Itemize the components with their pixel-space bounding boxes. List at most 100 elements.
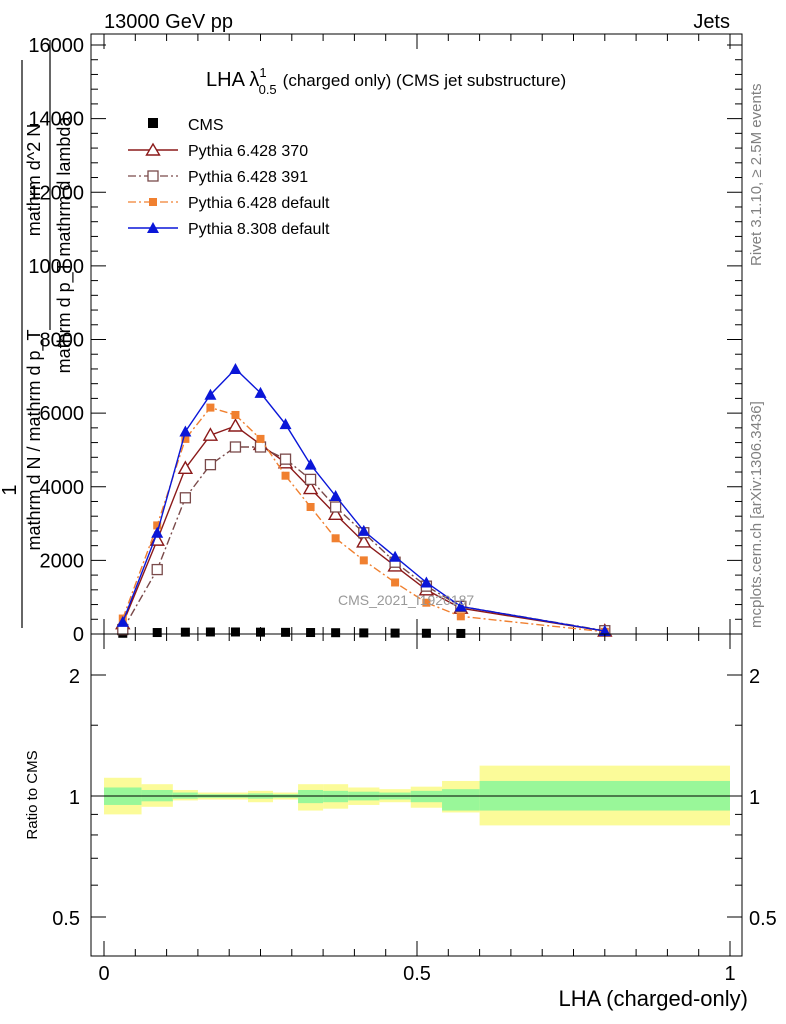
data-point-p370	[356, 534, 372, 548]
ratio-ytick-label: 0.5	[52, 908, 80, 930]
data-point-p370	[202, 427, 219, 441]
legend-marker-p370	[145, 142, 161, 156]
data-point-cms	[256, 627, 265, 637]
data-point-p391	[229, 441, 242, 453]
data-point-p6def	[391, 578, 400, 587]
ratio-ytick-label: 1	[69, 787, 80, 809]
ratio-xtick-label: 0	[98, 963, 109, 985]
legend: CMS Pythia 6.428 370 Pythia 6.428 391 Py…	[128, 117, 330, 238]
y-axis-label-numerator-2: mathrm d^2 N	[24, 124, 44, 236]
data-point-p391	[179, 492, 192, 504]
plot-title-main: LHA λ	[206, 69, 259, 91]
ratio-band-inner	[442, 789, 480, 811]
data-point-p8	[254, 386, 267, 398]
data-point-p6def	[281, 471, 290, 480]
data-point-p8	[204, 388, 217, 400]
data-point-cms	[390, 628, 400, 638]
x-axis-label: LHA (charged-only)	[558, 986, 748, 1011]
data-point-cms	[359, 628, 369, 638]
rivet-version-label: Rivet 3.1.10, ≥ 2.5M events	[748, 84, 765, 267]
data-point-p8	[389, 550, 402, 562]
data-point-p8	[454, 600, 467, 612]
ratio-axis-ticks: 0.5 0.5 1 1 2 2 0 0.5 1	[52, 634, 777, 985]
data-point-p391	[329, 501, 342, 513]
data-point-p6def	[256, 434, 265, 443]
energy-label: 13000 GeV pp	[104, 11, 233, 33]
analysis-watermark: CMS_2021_I1920187	[338, 592, 474, 608]
main-ytick-label: 16000	[28, 35, 84, 57]
legend-label-p370: Pythia 6.428 370	[188, 143, 308, 160]
data-point-p6def	[331, 534, 340, 543]
data-point-p8	[229, 362, 242, 374]
plot-title-rest: (charged only) (CMS jet substructure)	[283, 71, 566, 90]
data-point-p391	[204, 459, 217, 471]
data-point-p6def	[306, 502, 315, 511]
plot-title: LHA λ1 0.5 (charged only) (CMS jet substru…	[206, 65, 566, 97]
main-ytick-label: 2000	[40, 550, 85, 572]
mcplots-label: mcplots.cern.ch [arXiv:1306.3436]	[748, 401, 765, 628]
data-point-p6def	[422, 598, 431, 607]
main-axis-ticks: 0 2000 4000 6000 8000 10000 12000 14000 16000	[28, 34, 742, 646]
ratio-band-inner	[298, 789, 324, 804]
plot-title-sub: 0.5	[259, 82, 277, 97]
data-point-p8	[279, 418, 292, 430]
data-point-p6def	[181, 434, 190, 443]
data-point-p8	[116, 615, 129, 627]
main-ytick-label: 8000	[40, 330, 85, 352]
data-point-p370	[227, 418, 244, 432]
legend-label-p6def: Pythia 6.428 default	[188, 195, 330, 212]
data-point-cms	[331, 628, 341, 638]
main-plot-series	[115, 362, 613, 638]
data-point-p391	[304, 473, 317, 486]
legend-label-cms: CMS	[188, 117, 224, 134]
main-ytick-label: 6000	[40, 403, 85, 425]
ratio-band-inner	[410, 790, 443, 803]
data-point-p6def	[456, 612, 465, 621]
data-point-p8	[357, 524, 370, 536]
ratio-xtick-label: 1	[724, 963, 735, 985]
legend-label-p391: Pythia 6.428 391	[188, 169, 308, 186]
data-point-cms	[456, 628, 466, 638]
data-point-p370	[177, 460, 194, 475]
data-point-cms	[421, 628, 431, 638]
ratio-ytick-label-right: 0.5	[749, 908, 777, 930]
data-point-cms	[230, 627, 240, 637]
data-point-p8	[329, 489, 342, 501]
legend-marker-p391	[147, 170, 159, 182]
ratio-ytick-label-right: 2	[749, 666, 760, 688]
data-point-p391	[279, 453, 292, 465]
ratio-ytick-label: 2	[69, 666, 80, 688]
y-axis-label: 1 mathrm d N / mathrm d p_T mathrm d^2 N…	[0, 40, 75, 628]
ratio-xtick-label: 0.5	[403, 963, 431, 985]
data-point-p391	[151, 563, 163, 576]
ratio-ytick-label-right: 1	[749, 787, 760, 809]
data-point-p6def	[153, 521, 162, 530]
main-ytick-label: 4000	[40, 477, 85, 499]
plot-title-sup: 1	[259, 65, 266, 80]
data-point-p6def	[231, 410, 240, 419]
main-ytick-label: 10000	[28, 256, 84, 278]
data-point-p8	[598, 625, 611, 637]
data-point-p6def	[359, 556, 368, 565]
jets-label: Jets	[693, 11, 730, 33]
data-point-p6def	[206, 403, 215, 412]
data-point-p391	[254, 441, 267, 453]
ratio-band-inner	[323, 790, 349, 803]
y-axis-label-denominator-1: mathrm d N / mathrm d p_T	[24, 329, 45, 550]
legend-marker-cms	[148, 118, 158, 128]
y-axis-label-one: 1	[0, 484, 21, 495]
data-point-cms	[205, 627, 215, 637]
series-line-p8	[122, 367, 605, 632]
data-point-p8	[420, 576, 433, 588]
main-ytick-label: 14000	[28, 109, 84, 131]
data-point-p370	[327, 506, 344, 521]
data-point-p8	[151, 526, 164, 538]
data-point-cms	[152, 628, 162, 638]
legend-label-p8: Pythia 8.308 default	[188, 221, 330, 238]
data-point-cms	[180, 627, 190, 637]
main-ytick-label: 12000	[28, 182, 84, 204]
main-ytick-label: 0	[73, 624, 84, 646]
legend-marker-p6def	[149, 198, 157, 206]
ratio-axis-label: Ratio to CMS	[24, 750, 41, 839]
